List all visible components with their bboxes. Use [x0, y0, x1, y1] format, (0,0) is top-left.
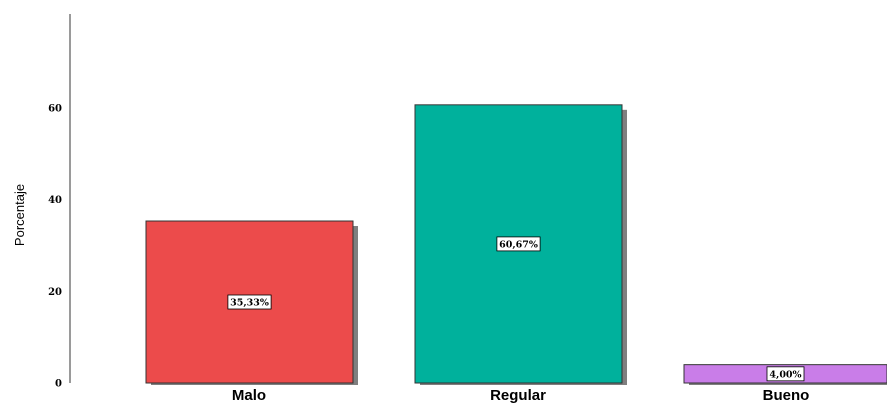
data-label-malo: 35,33% [227, 294, 272, 310]
y-ticks: 0 20 40 60 [48, 103, 62, 389]
data-label-text: 60,67% [499, 239, 538, 250]
x-category-bueno: Bueno [763, 387, 810, 404]
data-label-box [766, 366, 805, 382]
x-categories: Malo Regular Bueno [232, 387, 809, 404]
data-label-regular: 60,67% [496, 236, 541, 252]
data-label-text: 4,00% [769, 369, 801, 380]
data-label-box [496, 236, 541, 252]
y-axis-label: Porcentaje [12, 184, 27, 246]
x-category-malo: Malo [232, 387, 266, 404]
data-label-text: 35,33% [230, 298, 269, 309]
data-label-box [227, 294, 272, 310]
y-tick-label-20: 20 [48, 287, 62, 298]
data-label-bueno: 4,00% [766, 366, 805, 382]
y-tick-label-40: 40 [48, 195, 62, 206]
x-category-regular: Regular [490, 387, 546, 404]
y-tick-label-60: 60 [48, 103, 62, 114]
bars-layer: 35,33% 60,67% 4,00% [145, 104, 887, 385]
y-tick-label-0: 0 [55, 379, 62, 390]
